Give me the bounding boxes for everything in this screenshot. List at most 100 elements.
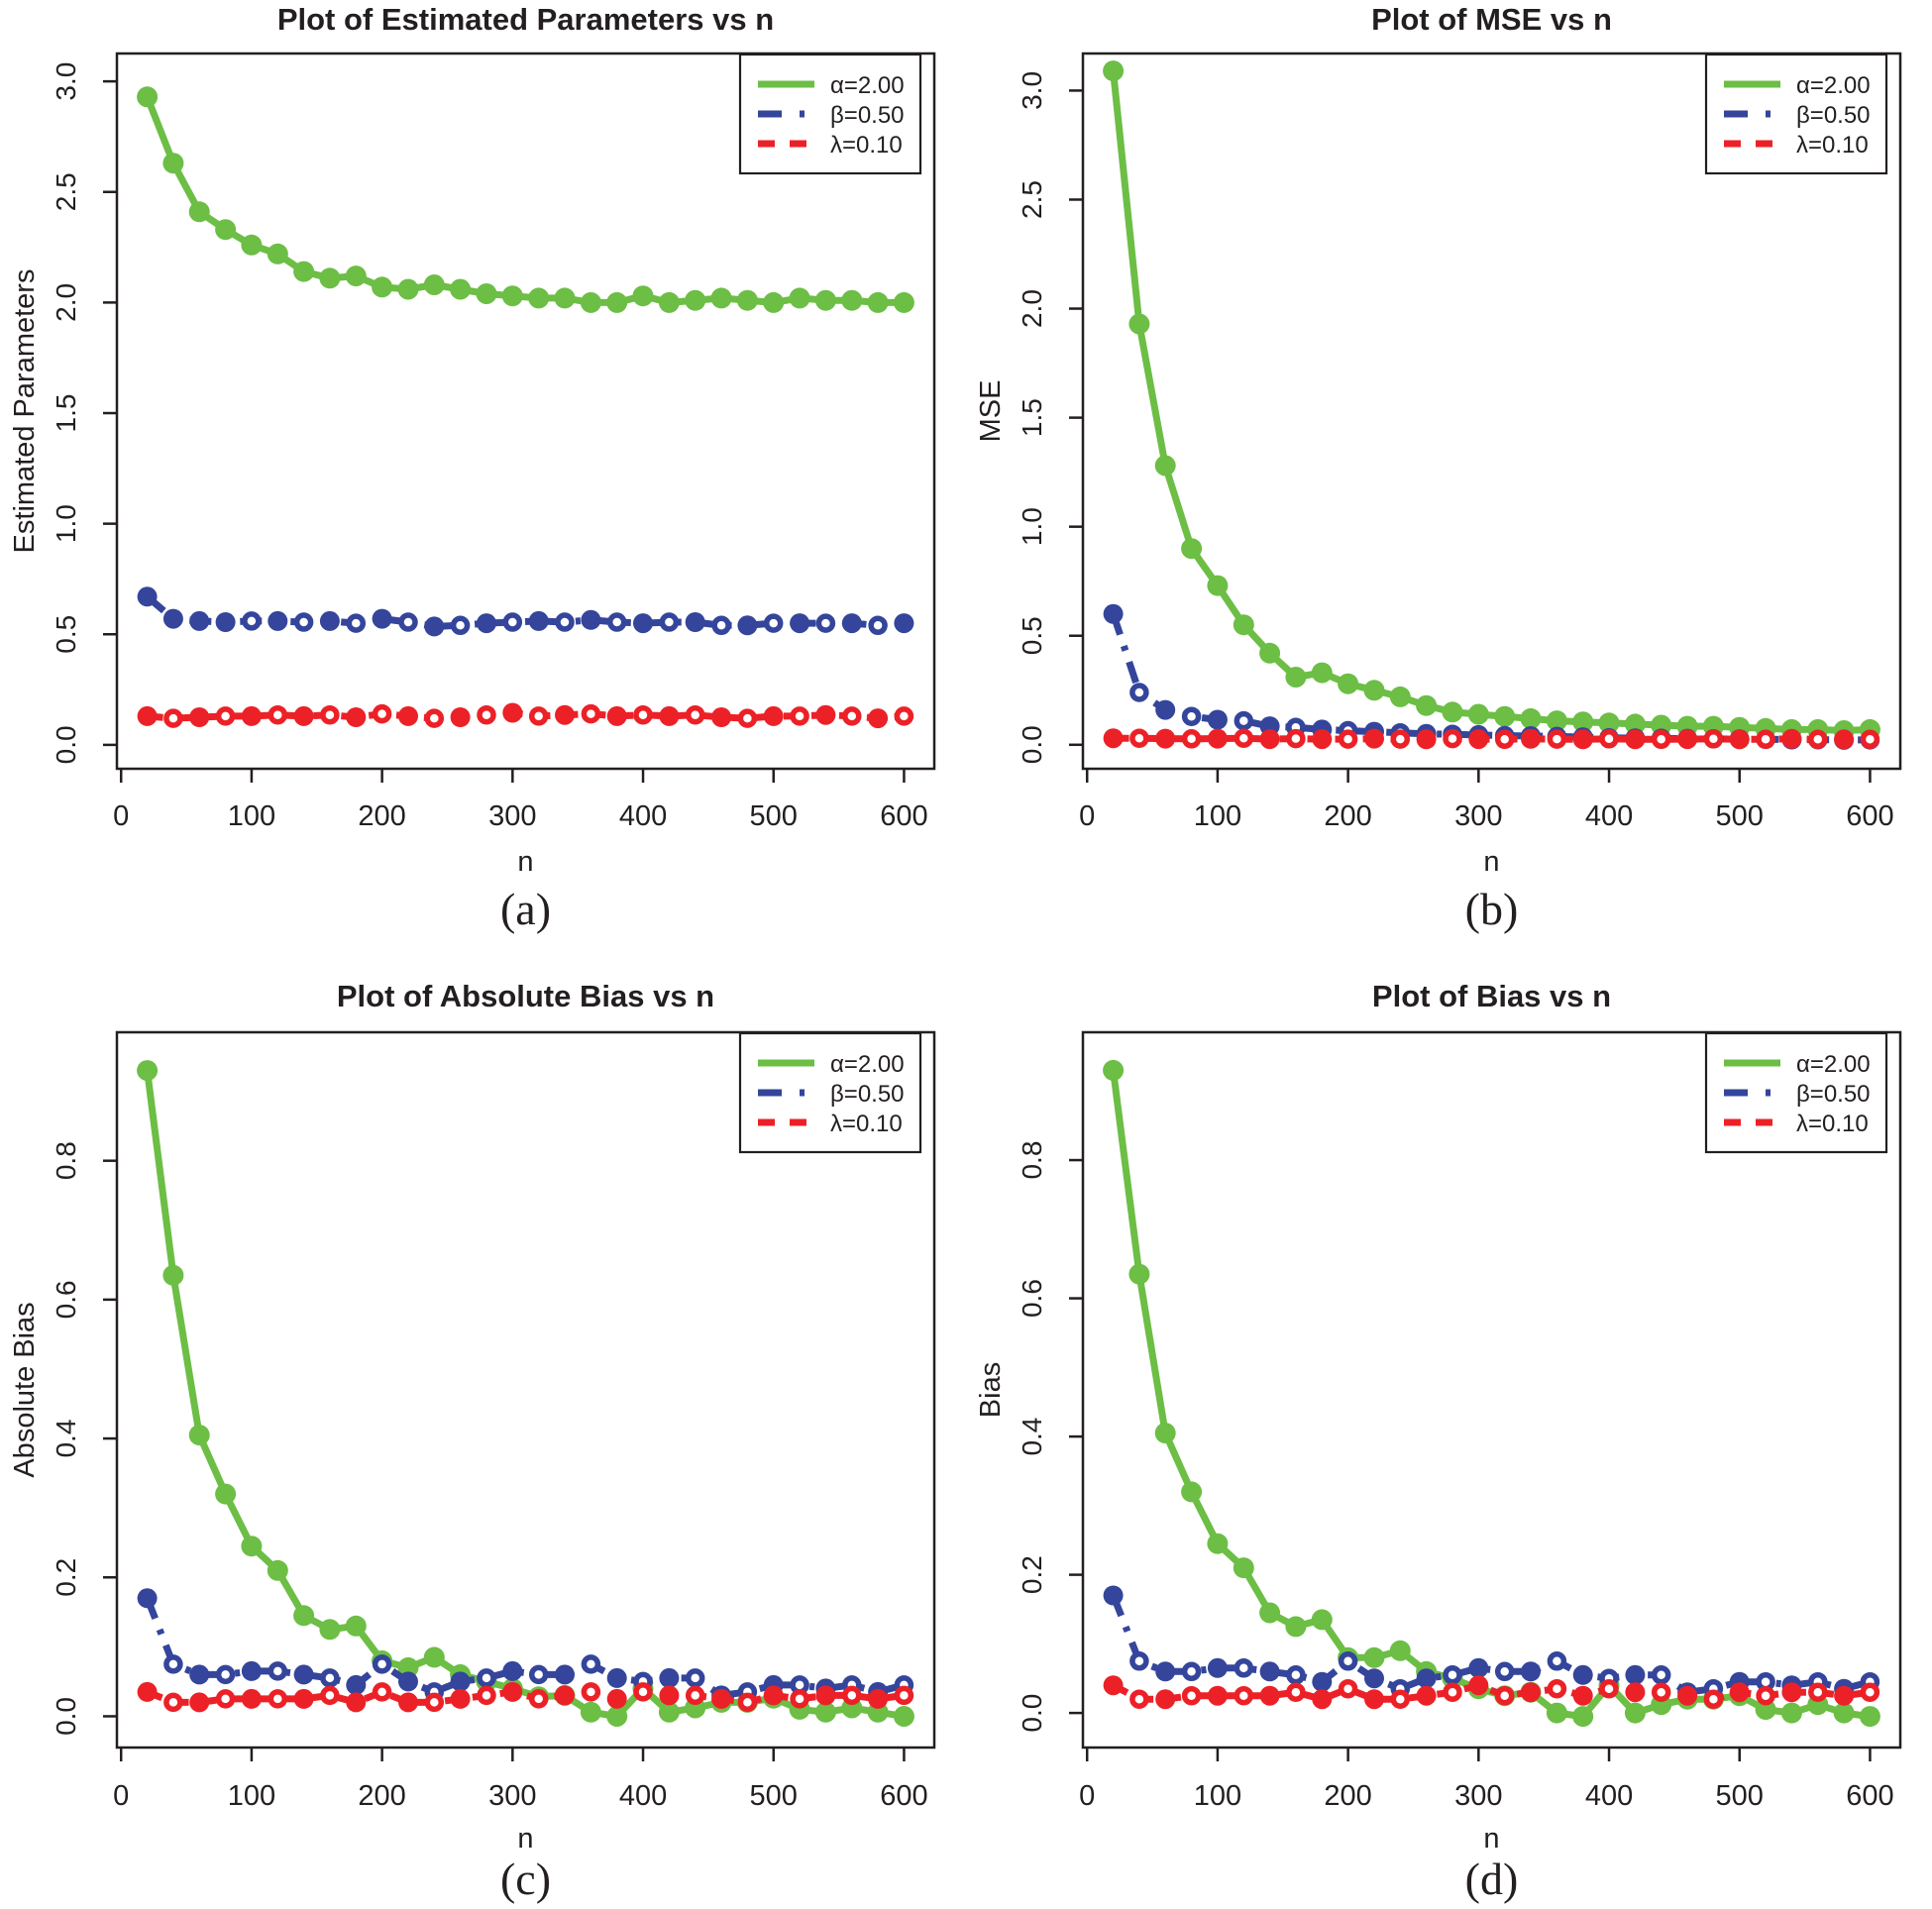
marker-open-beta [581,1654,601,1674]
marker-filled-beta [528,610,549,631]
x-tick-label: 400 [619,1780,667,1812]
marker-open-beta [477,1668,496,1688]
marker-open-lambda [372,1682,392,1702]
marker-filled-alpha [215,1483,237,1505]
marker-filled-lambda [189,707,210,727]
marker-open-beta [1181,706,1202,726]
x-tick-label: 100 [228,1780,275,1812]
marker-open-lambda [477,1685,496,1706]
y-tick-label: 0.6 [1017,1279,1047,1318]
marker-open-beta [502,612,523,632]
marker-filled-beta [1572,1664,1593,1685]
marker-open-beta [1234,710,1254,731]
x-axis-title: n [517,846,533,878]
marker-filled-alpha [658,1701,680,1723]
y-tick-label: 0.0 [51,1697,81,1736]
marker-open-lambda [633,1682,653,1702]
marker-filled-lambda [1364,1689,1384,1710]
marker-filled-lambda [555,1685,575,1706]
marker-open-lambda [1129,1689,1149,1709]
marker-open-beta [606,612,627,632]
legend-label-alpha: α=2.00 [830,72,905,99]
marker-filled-beta [894,613,914,634]
marker-filled-alpha [1103,60,1125,82]
marker-filled-alpha [1859,1706,1880,1728]
marker-filled-beta [502,1660,523,1681]
marker-filled-lambda [1259,729,1280,750]
marker-open-lambda [372,703,392,724]
marker-filled-alpha [893,1706,914,1727]
marker-open-lambda [633,704,653,725]
chart-d-bias: Plot of Bias vs n 0 100 200 300 400 500 600 0.0 0… [966,955,1932,1909]
marker-open-lambda [1181,1685,1202,1706]
marker-open-lambda [424,708,445,728]
legend-label-beta: β=0.50 [830,102,905,129]
marker-filled-alpha [423,1646,445,1668]
plot-box [1081,52,1902,771]
panel-a: Plot of Estimated Parameters vs n 0 100 200… [0,0,966,955]
panel-b: Plot of MSE vs n 0 100 200 300 400 500 600 0.0 0.… [966,0,1932,955]
marker-open-beta [659,612,680,632]
marker-open-beta [320,1668,340,1688]
marker-filled-alpha [1207,1533,1229,1554]
y-tick-label: 0.8 [1017,1141,1047,1180]
marker-filled-alpha [267,243,288,265]
chart-a-estimated-parameters: Plot of Estimated Parameters vs n 0 100 200… [0,0,966,955]
marker-filled-alpha [450,278,472,300]
x-tick-label: 300 [1454,800,1502,832]
x-tick-label: 600 [880,1780,927,1812]
marker-filled-alpha [789,287,810,309]
marker-filled-lambda [1781,728,1802,749]
marker-filled-beta [1521,1661,1541,1682]
y-tick-label: 2.0 [1017,289,1047,328]
marker-open-beta [1338,1651,1358,1671]
y-tick-label: 1.0 [1017,507,1047,546]
marker-filled-lambda [1781,1682,1802,1703]
marker-open-lambda [1703,729,1724,749]
marker-filled-alpha [215,219,237,241]
marker-filled-lambda [189,1692,210,1713]
marker-filled-beta [1416,1668,1437,1689]
marker-filled-beta [1103,603,1124,624]
marker-filled-lambda [137,705,158,726]
marker-filled-beta [1155,699,1176,720]
marker-filled-beta [477,613,496,634]
x-tick-label: 0 [113,1780,129,1812]
marker-filled-alpha [1442,701,1463,723]
marker-open-lambda [1181,729,1202,749]
marker-filled-beta [1207,709,1228,730]
marker-filled-alpha [1546,1702,1567,1724]
marker-filled-alpha [736,289,758,311]
marker-filled-beta [319,610,340,631]
marker-filled-alpha [1572,711,1594,733]
x-tick-label: 100 [1194,800,1241,832]
marker-filled-alpha [397,1656,419,1678]
marker-filled-lambda [815,1685,836,1706]
marker-open-lambda [790,1689,809,1709]
x-tick-label: 300 [488,800,536,832]
marker-filled-beta [268,610,288,631]
chart-title: Plot of Estimated Parameters vs n [277,2,774,37]
marker-open-beta [555,612,575,632]
marker-open-lambda [1129,728,1149,748]
marker-filled-alpha [319,267,341,289]
marker-open-beta [1547,1651,1567,1671]
marker-filled-lambda [450,1688,471,1709]
y-tick-label: 0.4 [51,1420,81,1458]
marker-open-lambda [163,1692,183,1713]
marker-open-beta [1234,1658,1254,1678]
marker-filled-alpha [372,276,393,298]
marker-open-lambda [1338,1678,1358,1699]
marker-filled-beta [346,1674,367,1695]
marker-filled-lambda [1312,729,1333,750]
legend-label-lambda: λ=0.10 [1796,132,1869,159]
marker-filled-lambda [1729,1682,1750,1703]
y-tick-label: 0.2 [51,1558,81,1597]
marker-filled-lambda [346,707,367,727]
marker-open-beta [685,1668,705,1688]
x-tick-label: 0 [113,800,129,832]
marker-filled-beta [737,615,758,636]
marker-filled-beta [293,1664,314,1685]
marker-open-lambda [581,1682,601,1702]
marker-open-lambda [1808,729,1828,750]
